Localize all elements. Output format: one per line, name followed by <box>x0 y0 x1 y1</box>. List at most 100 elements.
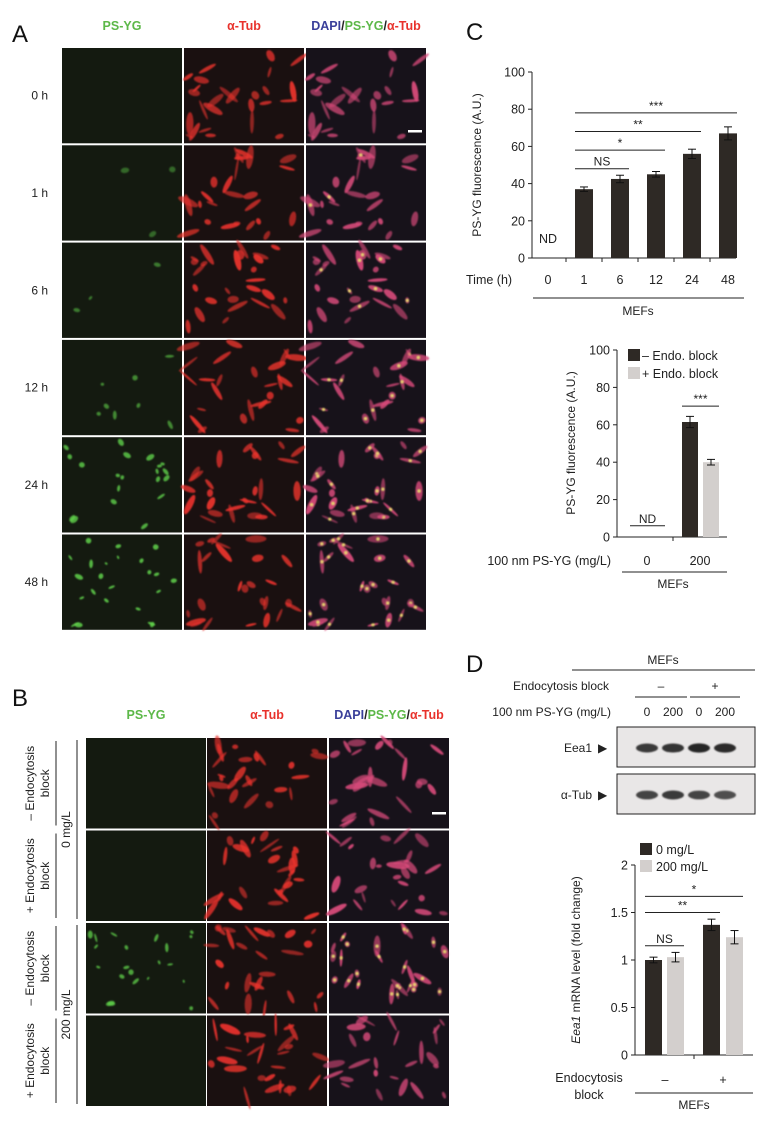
y-tick-label: 1 <box>621 954 628 968</box>
micrograph-cells <box>305 50 430 141</box>
scale-bar <box>408 130 422 133</box>
cell-particle <box>400 380 404 384</box>
bar <box>703 924 720 1055</box>
micrograph-cells <box>176 339 308 434</box>
cell <box>366 199 383 212</box>
y-tick-label: 2 <box>621 859 628 873</box>
cell <box>246 285 261 293</box>
green-particle <box>149 231 157 238</box>
cell <box>253 752 260 762</box>
green-particle <box>96 965 101 969</box>
micrograph-cells <box>307 533 424 632</box>
cell <box>313 1001 318 1013</box>
cell <box>344 317 351 324</box>
cell <box>389 1075 399 1080</box>
y-axis-label: PS-YG fluorescence (A.U.) <box>470 93 484 236</box>
cell <box>223 1065 247 1073</box>
cell <box>217 743 224 762</box>
cell <box>278 441 285 450</box>
cell <box>401 99 420 103</box>
cell <box>285 602 302 612</box>
row-label: 1 h <box>31 186 48 200</box>
cell <box>274 786 288 793</box>
micrograph-cells <box>298 339 430 434</box>
cell-particle <box>339 378 344 382</box>
cell-particle <box>320 560 324 564</box>
cell <box>211 382 223 400</box>
y-tick-label: 80 <box>596 381 610 395</box>
cell <box>251 554 264 562</box>
panel-letter-a: A <box>12 21 28 48</box>
cell <box>441 1091 447 1099</box>
cell <box>367 808 390 820</box>
green-particle <box>190 930 194 935</box>
cell <box>277 1050 290 1055</box>
cell-particle <box>327 378 331 382</box>
row-label: 24 h <box>25 478 48 492</box>
cell <box>430 744 444 755</box>
cell-particle <box>356 982 361 986</box>
significance-label: * <box>618 136 623 150</box>
cell-particle <box>321 407 326 412</box>
cell <box>205 133 216 138</box>
green-particle <box>132 375 138 381</box>
cell <box>180 484 196 493</box>
cell <box>185 319 191 334</box>
green-particle <box>117 485 121 492</box>
cell <box>329 509 345 517</box>
cell <box>354 885 368 894</box>
green-particle <box>85 537 92 544</box>
green-particle <box>120 167 130 174</box>
column-header-part: / <box>341 19 345 33</box>
green-particle <box>156 589 161 594</box>
green-particle <box>107 1001 116 1006</box>
cell-particle <box>377 955 381 959</box>
cell <box>283 297 288 304</box>
green-particle <box>117 438 124 446</box>
cell <box>224 1046 243 1052</box>
cell <box>186 112 194 136</box>
blot-band <box>688 790 710 800</box>
cell-particle <box>417 489 421 493</box>
scale-bar <box>432 812 446 815</box>
cell <box>307 319 313 334</box>
bar <box>645 960 662 1055</box>
column-header-part: / <box>383 19 387 33</box>
cell <box>284 929 296 939</box>
green-particle <box>90 588 96 595</box>
cell <box>326 219 334 225</box>
y-tick-label: 60 <box>511 140 525 154</box>
cell <box>320 200 324 208</box>
cell <box>196 407 207 412</box>
micrograph-red <box>184 242 304 338</box>
green-particle <box>169 166 176 173</box>
cell-particle <box>365 499 370 503</box>
cell <box>310 89 323 97</box>
chart-d-bottom: 0 0.5 1 1.5 2 Eea1 mRNA level (fold change) – +… <box>555 843 753 1112</box>
cell <box>339 818 355 827</box>
column-header-part: PS-YG <box>345 19 384 33</box>
green-particle <box>115 544 122 549</box>
y-tick-label: 0 <box>603 531 610 545</box>
green-particle <box>98 573 104 580</box>
cell-particle <box>371 583 375 587</box>
cell <box>381 100 394 106</box>
cell <box>253 254 264 264</box>
cell <box>258 971 276 977</box>
column-header-part: DAPI <box>311 19 341 33</box>
cell <box>176 341 200 352</box>
cell <box>373 91 382 100</box>
cell <box>245 623 257 627</box>
cell <box>356 155 371 161</box>
significance-label: *** <box>693 392 707 406</box>
cell <box>228 898 243 911</box>
cell <box>298 341 322 352</box>
row-label: 0 h <box>31 89 48 103</box>
row-label-psyg: 100 nm PS-YG (mg/L) <box>492 705 611 719</box>
cell-particle <box>339 956 343 960</box>
green-particle <box>167 963 173 966</box>
cell <box>314 284 321 292</box>
green-particle <box>146 453 155 461</box>
cell <box>288 869 296 877</box>
green-particle <box>182 979 185 983</box>
